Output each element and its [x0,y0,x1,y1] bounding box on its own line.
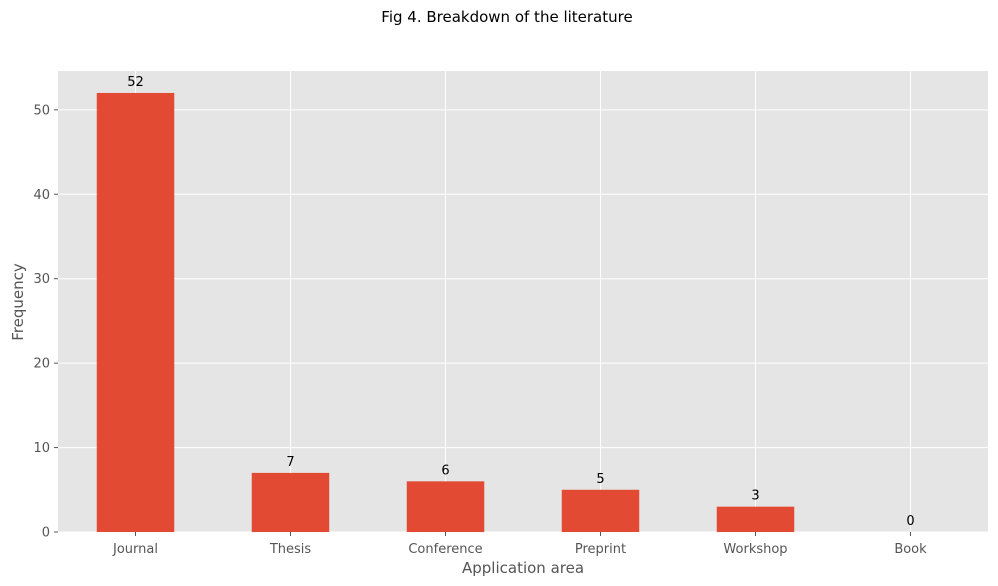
bar-conference [406,481,485,532]
y-tick-label: 30 [33,272,50,287]
plot-area [58,71,988,532]
y-tick-label: 10 [33,441,50,456]
y-tick-label: 50 [33,103,50,118]
data-label-conference: 6 [441,463,449,478]
data-label-workshop: 3 [751,489,759,504]
bar-workshop [716,506,795,532]
x-tick-label: Preprint [575,542,626,557]
y-axis-label: Frequency [9,263,27,341]
grid-lines [58,71,988,533]
y-tick-label: 20 [33,357,50,372]
x-tick-label: Thesis [269,542,312,557]
x-tick-label: Journal [112,542,158,557]
bar-thesis [251,472,330,532]
y-tick-label: 0 [42,526,50,541]
data-label-thesis: 7 [286,455,294,470]
x-axis-ticks: Journal Thesis Conference Preprint Workshop B… [112,532,927,557]
data-label-preprint: 5 [596,472,604,487]
bar-journal [96,92,175,532]
data-label-journal: 52 [127,75,144,90]
x-tick-label: Conference [408,542,482,557]
bar-preprint [561,489,640,532]
x-tick-label: Workshop [723,542,787,557]
x-axis-label: Application area [462,559,584,577]
y-axis-ticks: 0 10 20 30 40 50 [33,103,58,541]
y-tick-label: 40 [33,188,50,203]
chart-title: Fig 4. Breakdown of the literature [381,8,632,26]
data-label-book: 0 [906,514,914,529]
bars [96,92,795,532]
data-labels: 52 7 6 5 3 0 [127,75,914,529]
x-tick-label: Book [894,542,927,557]
